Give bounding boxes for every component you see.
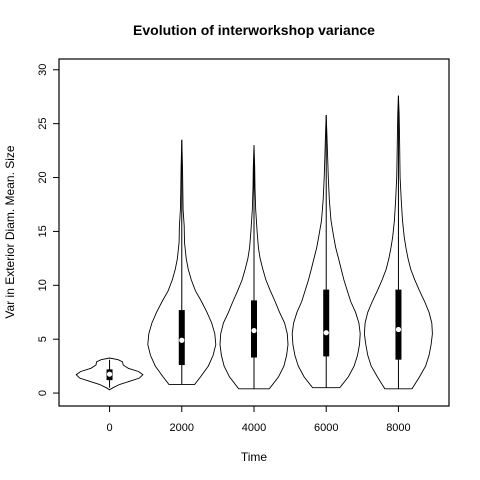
chart-title: Evolution of interworkshop variance xyxy=(133,22,375,38)
violin-median xyxy=(395,326,402,333)
violin-outline xyxy=(147,139,217,385)
violin-outline xyxy=(291,114,361,389)
y-tick-label: 10 xyxy=(37,279,49,291)
y-tick-label: 25 xyxy=(37,118,49,130)
violin-6000 xyxy=(291,114,361,389)
y-tick-label: 20 xyxy=(37,171,49,183)
violin-iqr-box xyxy=(178,310,185,366)
violin-0 xyxy=(75,357,144,391)
y-tick-label: 5 xyxy=(37,336,49,342)
x-tick-label: 2000 xyxy=(170,422,194,434)
violin-2000 xyxy=(147,139,217,385)
y-axis-label: Var in Exterior Diam. Mean. Size xyxy=(3,145,17,318)
x-tick-label: 6000 xyxy=(314,422,338,434)
x-tick-label: 0 xyxy=(106,422,112,434)
y-tick-label: 15 xyxy=(37,225,49,237)
violin-outline xyxy=(363,95,433,390)
violins-group xyxy=(75,95,433,391)
x-axis: 0 2000 4000 6000 8000 xyxy=(106,406,411,434)
y-tick-label: 0 xyxy=(37,390,49,396)
violin-iqr-box xyxy=(323,289,330,357)
violin-outline xyxy=(219,145,289,390)
violin-median xyxy=(179,337,185,343)
violin-8000 xyxy=(363,95,433,390)
x-axis-label: Time xyxy=(241,450,268,464)
y-tick-label: 30 xyxy=(37,64,49,76)
violin-median xyxy=(106,371,113,377)
violin-outline xyxy=(75,357,144,391)
violin-iqr-box xyxy=(395,289,402,360)
x-tick-label: 4000 xyxy=(242,422,266,434)
violin-4000 xyxy=(219,145,289,390)
y-axis: 0 5 10 15 20 25 30 xyxy=(37,64,59,396)
x-tick-label: 8000 xyxy=(386,422,410,434)
violin-median xyxy=(323,330,329,336)
violin-median xyxy=(251,327,257,334)
